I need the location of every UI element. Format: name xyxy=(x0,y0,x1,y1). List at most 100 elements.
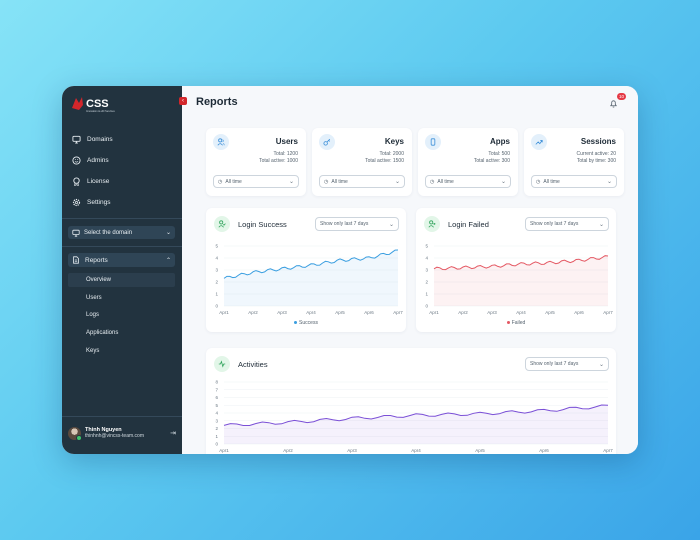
stat-card-sessions: Sessions Current active: 20 Total by tim… xyxy=(524,128,624,196)
y-tick-label: 4 xyxy=(425,256,428,261)
y-tick-label: 0 xyxy=(215,442,218,447)
y-tick-label: 5 xyxy=(425,244,428,249)
css-logo: CSS Innovation & eID Services xyxy=(72,97,116,113)
sidebar-item-admins[interactable]: Admins xyxy=(72,153,109,167)
chevron-down-icon: ⌄ xyxy=(288,179,294,185)
y-tick-label: 3 xyxy=(425,268,428,273)
clock-icon: ◷ xyxy=(430,178,435,185)
time-filter-select[interactable]: ◷ All time ⌄ xyxy=(425,175,511,188)
sidebar-item-reports[interactable]: Reports ⌃ xyxy=(68,253,175,267)
stat-active: Total active: 1500 xyxy=(365,158,404,164)
x-tick-label: Apr1 xyxy=(429,310,439,315)
x-tick-label: Apr4 xyxy=(411,448,421,453)
stat-card-keys: Keys Total: 2000 Total active: 1500 ◷ All… xyxy=(312,128,412,196)
sidebar-divider xyxy=(62,246,182,247)
user-check-icon xyxy=(218,220,226,228)
x-tick-label: Apr1 xyxy=(219,310,229,315)
stat-title: Apps xyxy=(490,137,510,146)
activities-card: 0 1 2 3 4 5 6 7 8 Apr1 Apr2 Apr3 Apr4 Apr5 Apr6 Apr7 Ac… xyxy=(206,348,616,454)
x-tick-label: Apr1 xyxy=(219,448,229,453)
document-icon xyxy=(73,256,79,264)
x-tick-label: Apr2 xyxy=(458,310,468,315)
date-range-select[interactable]: Show only last 7 days ⌄ xyxy=(525,357,609,371)
sidebar-subitem-overview[interactable]: Overview xyxy=(68,273,175,287)
series-area xyxy=(224,405,608,444)
sidebar-item-settings[interactable]: Settings xyxy=(72,195,111,209)
x-tick-label: Apr6 xyxy=(574,310,584,315)
chevron-down-icon: ⌄ xyxy=(598,221,604,228)
sidebar-item-label: Settings xyxy=(87,198,111,206)
sidebar-divider xyxy=(62,218,182,219)
x-tick-label: Apr2 xyxy=(248,310,258,315)
login-failed-chart: 0 1 2 3 4 5 Apr1 Apr2 Apr3 Apr4 Apr5 Apr6 Apr7 xyxy=(425,244,613,316)
chevron-up-icon: ⌃ xyxy=(165,257,171,264)
domain-select[interactable]: Select the domain ⌄ xyxy=(68,226,175,239)
sidebar-subitem-logs[interactable]: Logs xyxy=(86,312,100,318)
monitor-icon xyxy=(72,229,80,237)
x-tick-label: Apr5 xyxy=(545,310,555,315)
sidebar-subitem-users[interactable]: Users xyxy=(86,295,102,301)
sidebar-item-domains[interactable]: Domains xyxy=(72,132,113,146)
sidebar: CSS Innovation & eID Services ‹ Domains … xyxy=(62,86,187,454)
logout-icon[interactable]: ⇥ xyxy=(170,430,176,437)
time-filter-value: All time xyxy=(437,178,454,185)
stat-total: Total: 500 xyxy=(488,151,510,157)
stat-total-by-time: Total by time: 300 xyxy=(576,158,616,164)
user-email: thinhnh@vincss-team.com xyxy=(85,433,144,439)
chart-title: Activities xyxy=(238,360,268,369)
legend-swatch xyxy=(294,321,298,325)
series-line xyxy=(223,404,609,426)
stat-card-apps: Apps Total: 500 Total active: 300 ◷ All t… xyxy=(418,128,518,196)
time-filter-value: All time xyxy=(225,178,242,185)
y-tick-label: 3 xyxy=(215,268,218,273)
sidebar-subitem-applications[interactable]: Applications xyxy=(86,330,119,336)
chart-icon xyxy=(214,216,230,232)
phone-icon xyxy=(430,138,436,146)
user-profile[interactable]: Thinh Nguyen thinhnh@vincss-team.com ⇥ xyxy=(68,422,176,444)
x-tick-label: Apr7 xyxy=(603,310,613,315)
date-range-value: Show only last 7 days xyxy=(320,221,369,227)
stat-current-active: Current active: 20 xyxy=(576,151,616,157)
sidebar-item-label: License xyxy=(87,177,110,185)
date-range-select[interactable]: Show only last 7 days ⌄ xyxy=(525,217,609,231)
x-tick-label: Apr6 xyxy=(539,448,549,453)
y-tick-label: 2 xyxy=(425,280,428,285)
domain-select-label: Select the domain xyxy=(84,229,133,236)
legend-label: Failed xyxy=(511,320,526,326)
bell-icon[interactable] xyxy=(609,99,618,108)
y-tick-label: 8 xyxy=(215,380,218,385)
y-tick-label: 1 xyxy=(215,434,218,439)
chart-title: Login Success xyxy=(238,220,287,229)
time-filter-select[interactable]: ◷ All time ⌄ xyxy=(213,175,299,188)
x-tick-label: Apr4 xyxy=(516,310,526,315)
stat-icon xyxy=(425,134,441,150)
chart-icon xyxy=(214,356,230,372)
time-filter-select[interactable]: ◷ All time ⌄ xyxy=(319,175,405,188)
stat-active: Total active: 300 xyxy=(473,158,510,164)
y-tick-label: 1 xyxy=(425,292,428,297)
stat-icon xyxy=(213,134,229,150)
chart-title: Login Failed xyxy=(448,220,489,229)
gear-icon xyxy=(72,198,81,206)
activities-chart: 0 1 2 3 4 5 6 7 8 Apr1 Apr2 Apr3 Apr4 Apr5 Apr6 Apr7 xyxy=(215,380,613,454)
app-window: CSS Innovation & eID Services ‹ Domains … xyxy=(62,86,638,454)
chevron-down-icon: ⌄ xyxy=(598,361,604,368)
time-filter-select[interactable]: ◷ All time ⌄ xyxy=(531,175,617,188)
collapse-sidebar-button[interactable]: ‹ xyxy=(179,97,187,105)
x-tick-label: Apr4 xyxy=(306,310,316,315)
monitor-icon xyxy=(72,135,81,144)
time-filter-value: All time xyxy=(331,178,348,185)
sidebar-item-license[interactable]: License xyxy=(72,174,109,188)
login-failed-card: 0 1 2 3 4 5 Apr1 Apr2 Apr3 Apr4 Apr5 Apr6 Apr7 Login… xyxy=(416,208,616,332)
series-area xyxy=(224,250,398,306)
sidebar-item-label: Reports xyxy=(85,256,108,264)
y-tick-label: 6 xyxy=(215,395,218,400)
y-tick-label: 5 xyxy=(215,403,218,408)
user-name: Thinh Nguyen xyxy=(85,427,122,433)
sidebar-subitem-keys[interactable]: Keys xyxy=(86,348,100,354)
x-tick-label: Apr6 xyxy=(364,310,374,315)
smile-icon xyxy=(72,155,81,165)
main-content: Reports 10 Users Total: 1200 Total activ… xyxy=(182,86,638,454)
date-range-select[interactable]: Show only last 7 days ⌄ xyxy=(315,217,399,231)
chevron-down-icon: ⌄ xyxy=(500,179,506,185)
